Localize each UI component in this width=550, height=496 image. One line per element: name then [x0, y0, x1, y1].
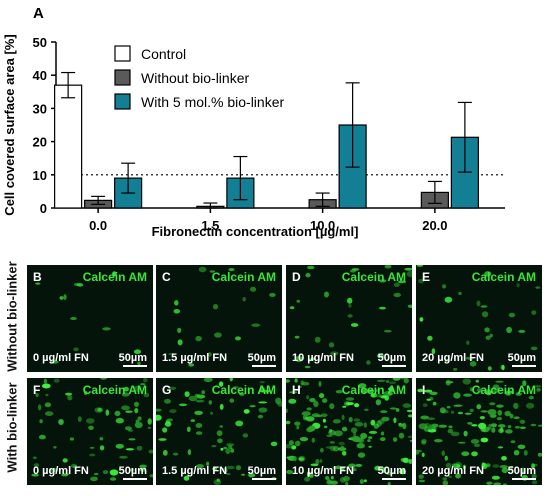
stain-label: Calcein AM [341, 270, 406, 284]
panel-letter: G [162, 383, 172, 397]
micrograph-i: I Calcein AM 20 µg/ml FN 50µm [416, 378, 542, 485]
axes: 0 10 20 30 40 50 0.0 1.5 10.0 20.0 [33, 35, 505, 233]
fn-concentration-label: 0 µg/ml FN [33, 465, 89, 477]
fn-concentration-label: 20 µg/ml FN [422, 352, 484, 364]
cell-image [286, 378, 412, 485]
panel-letter: B [33, 270, 42, 284]
fn-concentration-label: 10 µg/ml FN [292, 465, 354, 477]
legend-label: Control [141, 46, 186, 62]
scale-label: 50µm [507, 465, 536, 477]
legend: Control Without bio-linker With 5 mol.% bi… [114, 45, 284, 110]
x-tick-label: 20.0 [422, 218, 447, 233]
y-axis-label: Cell covered surface area [%] [2, 34, 17, 215]
stain-label: Calcein AM [211, 270, 276, 284]
panel-letter: E [422, 270, 431, 284]
stain-label: Calcein AM [82, 270, 147, 284]
cell-image [416, 265, 541, 371]
scale-label: 50µm [377, 352, 406, 364]
legend-label: Without bio-linker [141, 70, 249, 86]
panel-letter: H [292, 383, 301, 397]
scale-bar [123, 365, 147, 367]
fn-concentration-label: 10 µg/ml FN [292, 352, 354, 364]
scale-label: 50µm [247, 465, 276, 477]
bars [54, 71, 479, 209]
cell-image [156, 378, 282, 485]
x-tick-label: 1.5 [201, 218, 219, 233]
scale-bar [512, 365, 536, 367]
y-tick-label: 10 [33, 168, 47, 183]
y-tick-label: 20 [33, 135, 47, 150]
micrograph-e: E Calcein AM 20 µg/ml FN 50µm [416, 265, 542, 372]
cell-image [289, 265, 412, 369]
fn-concentration-label: 1.5 µg/ml FN [162, 352, 228, 364]
stain-label: Calcein AM [341, 383, 406, 397]
micrograph-c: C Calcein AM 1.5 µg/ml FN 50µm [156, 265, 282, 372]
scale-bar [123, 478, 147, 480]
legend-swatch [114, 93, 131, 110]
fn-concentration-label: 20 µg/ml FN [422, 465, 484, 477]
stain-label: Calcein AM [471, 270, 536, 284]
scale-bar [252, 478, 276, 480]
micrograph-h: H Calcein AM 10 µg/ml FN 50µm [286, 378, 412, 485]
legend-swatch [114, 45, 131, 62]
stain-label: Calcein AM [471, 383, 536, 397]
panel-letter: C [162, 270, 171, 284]
stain-label: Calcein AM [82, 383, 147, 397]
x-tick-label: 0.0 [89, 218, 107, 233]
scale-label: 50µm [377, 465, 406, 477]
stain-label: Calcein AM [211, 383, 276, 397]
micrograph-g: G Calcein AM 1.5 µg/ml FN 50µm [156, 378, 282, 485]
scale-label: 50µm [247, 352, 276, 364]
panel-letter: D [292, 270, 301, 284]
cell-image [31, 378, 153, 482]
scale-label: 50µm [118, 352, 147, 364]
cell-image [168, 266, 276, 367]
cell-image [416, 378, 542, 485]
micrograph-d: D Calcein AM 10 µg/ml FN 50µm [286, 265, 412, 372]
scale-bar [252, 365, 276, 367]
y-tick-label: 0 [40, 201, 47, 216]
row-label-with: With bio-linker [4, 382, 20, 473]
scale-bar [512, 478, 536, 480]
legend-label: With 5 mol.% bio-linker [141, 94, 284, 110]
y-tick-label: 50 [33, 35, 47, 50]
cell-image [35, 271, 142, 366]
y-tick-label: 40 [33, 68, 47, 83]
scale-label: 50µm [507, 352, 536, 364]
panel-letter: I [422, 383, 426, 397]
row-label-without: Without bio-linker [4, 261, 20, 372]
x-tick-label: 10.0 [310, 218, 335, 233]
y-tick-label: 30 [33, 101, 47, 116]
legend-swatch [114, 69, 131, 86]
micrograph-b: B Calcein AM 0 µg/ml FN 50µm [27, 265, 153, 372]
panel-label-a: A [33, 5, 44, 22]
fn-concentration-label: 1.5 µg/ml FN [162, 465, 228, 477]
scale-bar [382, 365, 406, 367]
scale-bar [382, 478, 406, 480]
x-axis-label: Fibronectin concentration [µg/ml] [152, 224, 359, 239]
bar [54, 84, 83, 209]
panel-letter: F [33, 383, 41, 397]
fn-concentration-label: 0 µg/ml FN [33, 352, 89, 364]
scale-label: 50µm [118, 465, 147, 477]
bar-chart: A 0 10 20 30 40 50 0.0 1.5 10.0 20.0 Control Witho… [2, 5, 505, 239]
micrograph-f: F Calcein AM 0 µg/ml FN 50µm [27, 378, 153, 485]
